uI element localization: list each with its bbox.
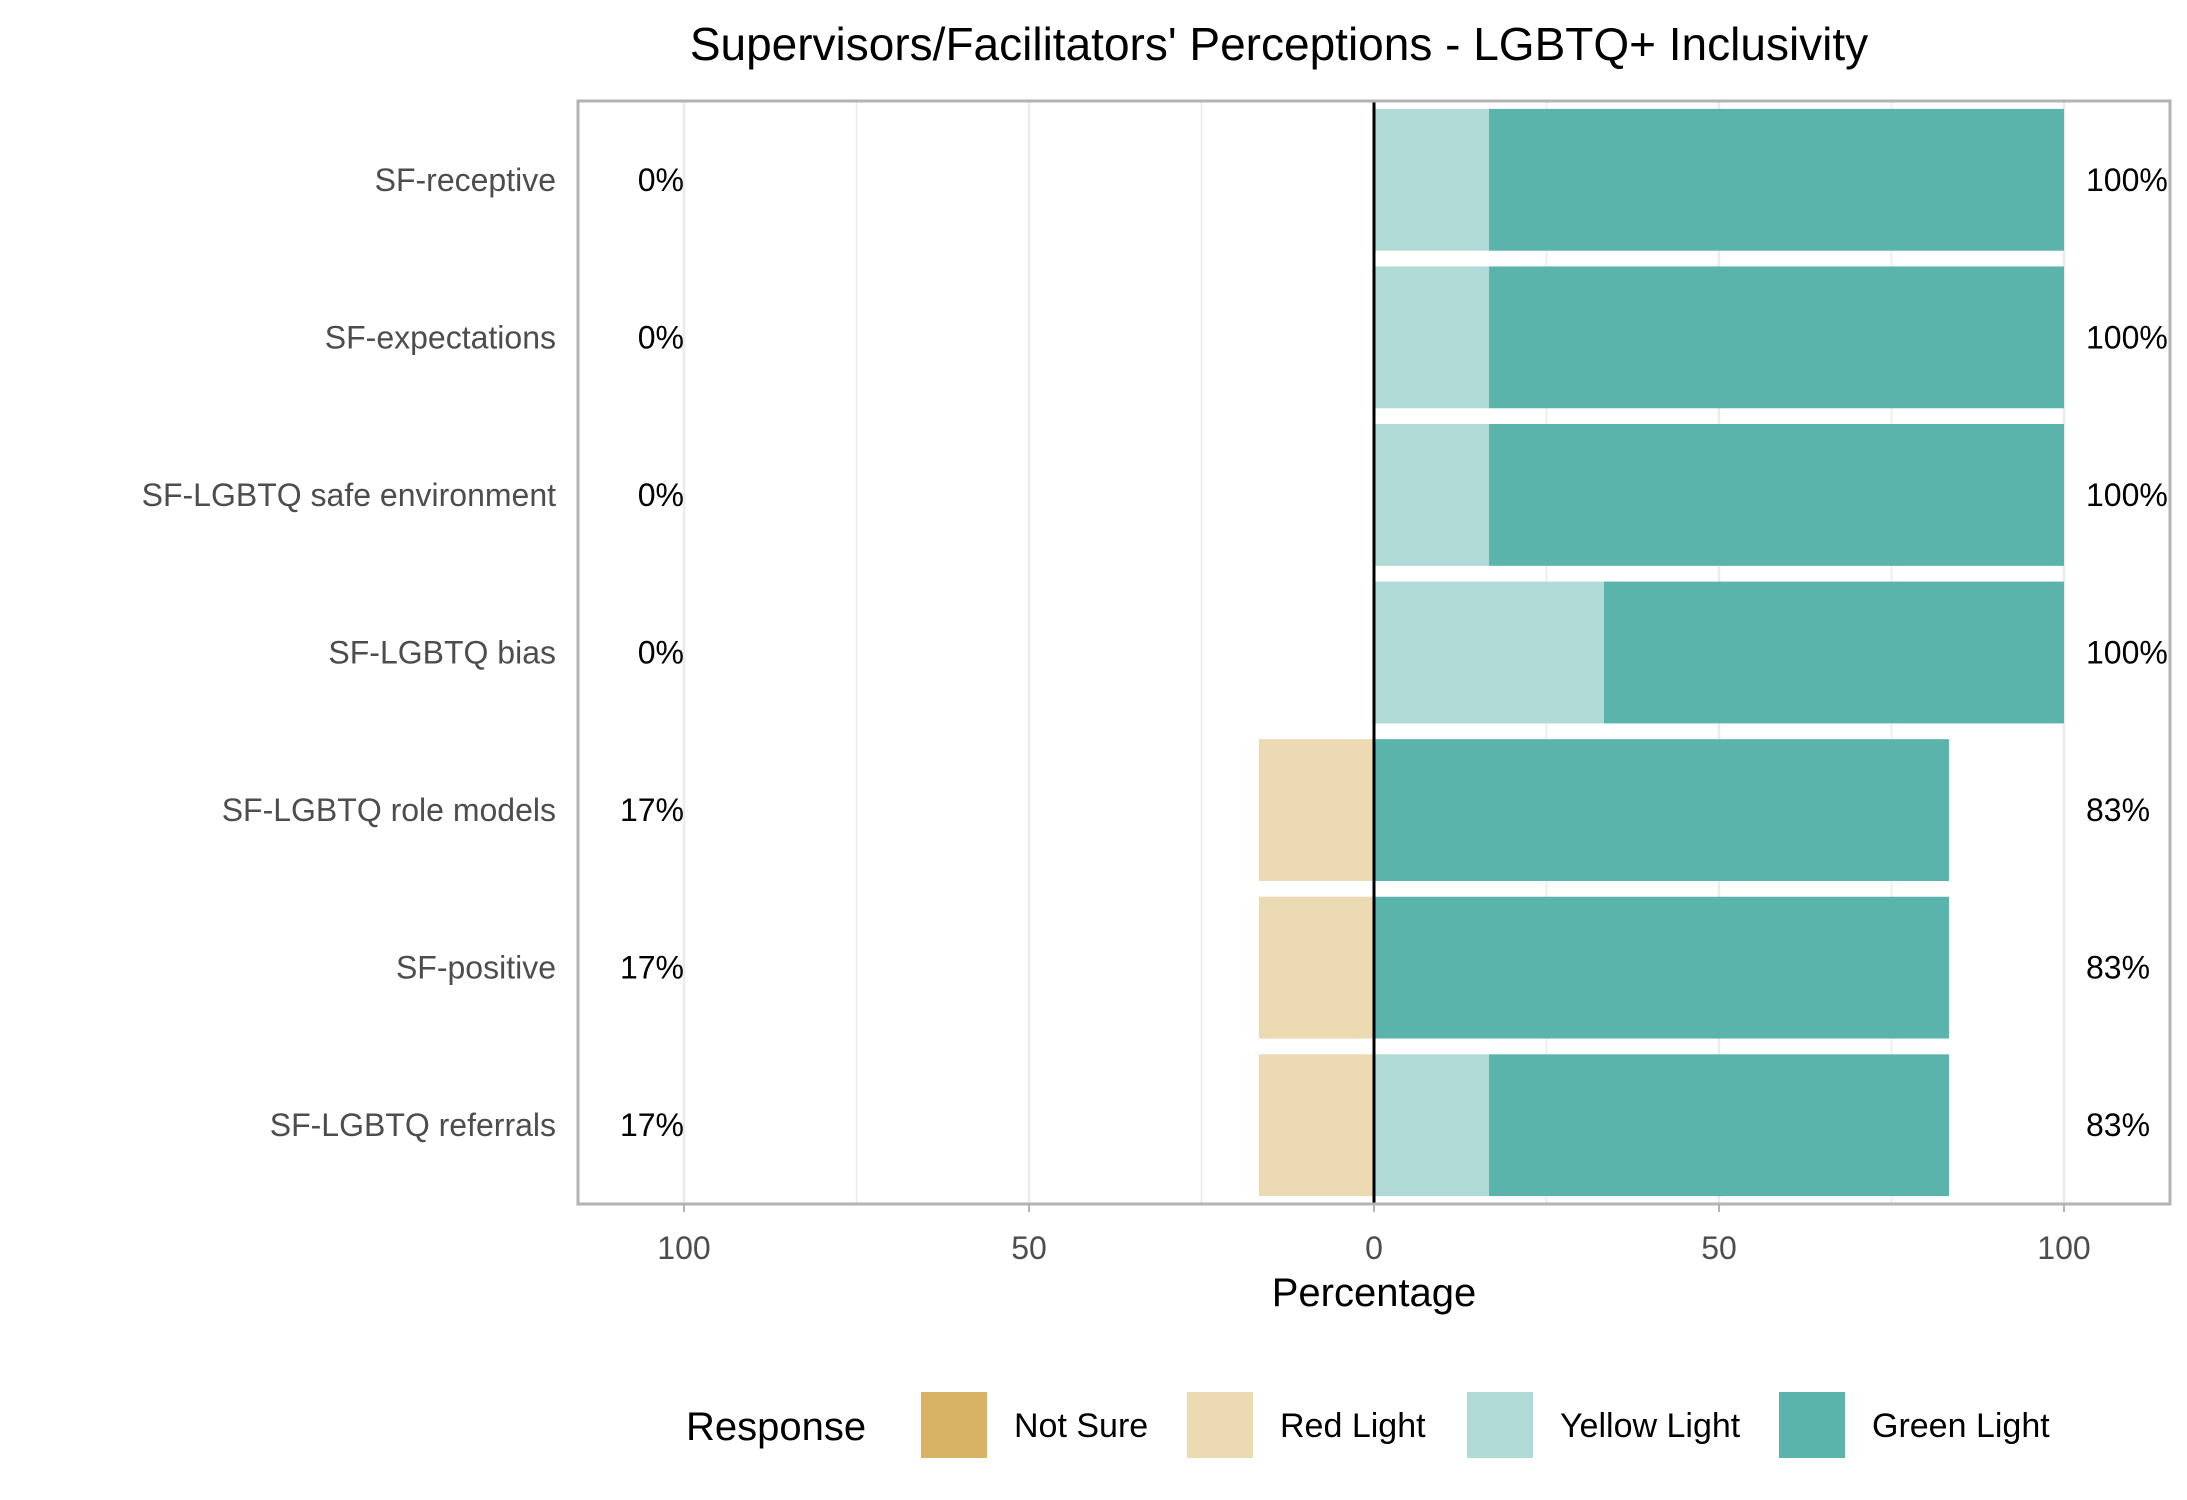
bar-red-light-sf-positive	[1258, 896, 1374, 1039]
legend-items: Not Sure Red Light Yellow Light Green Light	[919, 1390, 2050, 1460]
category-label: SF-LGBTQ bias	[328, 635, 556, 671]
bar-yellow-light-sf-lgbtq-bias	[1374, 581, 1604, 724]
bar-green-light-sf-lgbtq-referrals	[1489, 1054, 1950, 1197]
bar-green-light-sf-lgbtq-safe-environment	[1489, 424, 2064, 566]
legend-swatch-not-sure	[919, 1390, 989, 1460]
right-percentage-label: 100%	[2086, 162, 2168, 198]
bars	[1258, 108, 2064, 1197]
category-label: SF-positive	[396, 950, 556, 986]
bar-green-light-sf-positive	[1374, 896, 1949, 1039]
legend-label-not-sure: Not Sure	[1014, 1407, 1148, 1445]
percentage-labels: 0% 100% 0% 100% 0% 100% 0% 100% 17% 83% 17% 83% 17% 8…	[620, 162, 2168, 1143]
left-percentage-label: 17%	[620, 950, 684, 986]
category-labels: SF-receptive SF-expectations SF-LGBTQ safe…	[142, 162, 556, 1143]
bar-green-light-sf-expectations	[1489, 266, 2064, 409]
right-percentage-label: 100%	[2086, 635, 2168, 671]
legend-title: Response	[686, 1405, 866, 1449]
x-tick-label: 100	[657, 1230, 710, 1266]
right-percentage-label: 83%	[2086, 792, 2150, 828]
category-label: SF-LGBTQ safe environment	[142, 477, 556, 513]
bar-green-light-sf-lgbtq-bias	[1603, 581, 2064, 724]
category-label: SF-expectations	[325, 319, 556, 355]
legend-label-green-light: Green Light	[1872, 1407, 2050, 1445]
category-label: SF-LGBTQ referrals	[270, 1107, 556, 1143]
right-percentage-label: 83%	[2086, 1107, 2150, 1143]
left-percentage-label: 17%	[620, 1107, 684, 1143]
legend-swatch-yellow-light	[1465, 1390, 1535, 1460]
x-axis-title: Percentage	[1272, 1271, 1477, 1315]
bar-green-light-sf-receptive	[1489, 108, 2064, 251]
right-percentage-label: 83%	[2086, 950, 2150, 986]
chart-title: Supervisors/Facilitators' Perceptions - …	[690, 18, 1868, 70]
left-percentage-label: 17%	[620, 792, 684, 828]
bar-red-light-sf-lgbtq-referrals	[1258, 1054, 1374, 1197]
legend-label-red-light: Red Light	[1280, 1407, 1426, 1445]
left-percentage-label: 0%	[638, 635, 684, 671]
legend: Response Not Sure Red Light Yellow Light Gr…	[686, 1390, 2050, 1460]
right-percentage-label: 100%	[2086, 477, 2168, 513]
x-tick-label: 50	[1701, 1230, 1737, 1266]
legend-swatch-red-light	[1185, 1390, 1255, 1460]
category-label: SF-LGBTQ role models	[222, 792, 556, 828]
x-tick-label: 100	[2037, 1230, 2090, 1266]
bar-red-light-sf-lgbtq-role-models	[1258, 739, 1374, 881]
bar-green-light-sf-lgbtq-role-models	[1374, 739, 1949, 881]
x-tick-label: 50	[1011, 1230, 1047, 1266]
category-label: SF-receptive	[375, 162, 556, 198]
left-percentage-label: 0%	[638, 319, 684, 355]
legend-label-yellow-light: Yellow Light	[1560, 1407, 1741, 1445]
right-percentage-label: 100%	[2086, 319, 2168, 355]
bar-yellow-light-sf-lgbtq-safe-environment	[1374, 424, 1490, 566]
x-ticks: 100 50 0 50 100	[657, 1204, 2091, 1266]
bar-yellow-light-sf-lgbtq-referrals	[1374, 1054, 1490, 1197]
left-percentage-label: 0%	[638, 162, 684, 198]
legend-swatch-green-light	[1777, 1390, 1847, 1460]
left-percentage-label: 0%	[638, 477, 684, 513]
bar-yellow-light-sf-expectations	[1374, 266, 1490, 409]
bar-yellow-light-sf-receptive	[1374, 108, 1490, 251]
x-tick-label: 0	[1365, 1230, 1383, 1266]
